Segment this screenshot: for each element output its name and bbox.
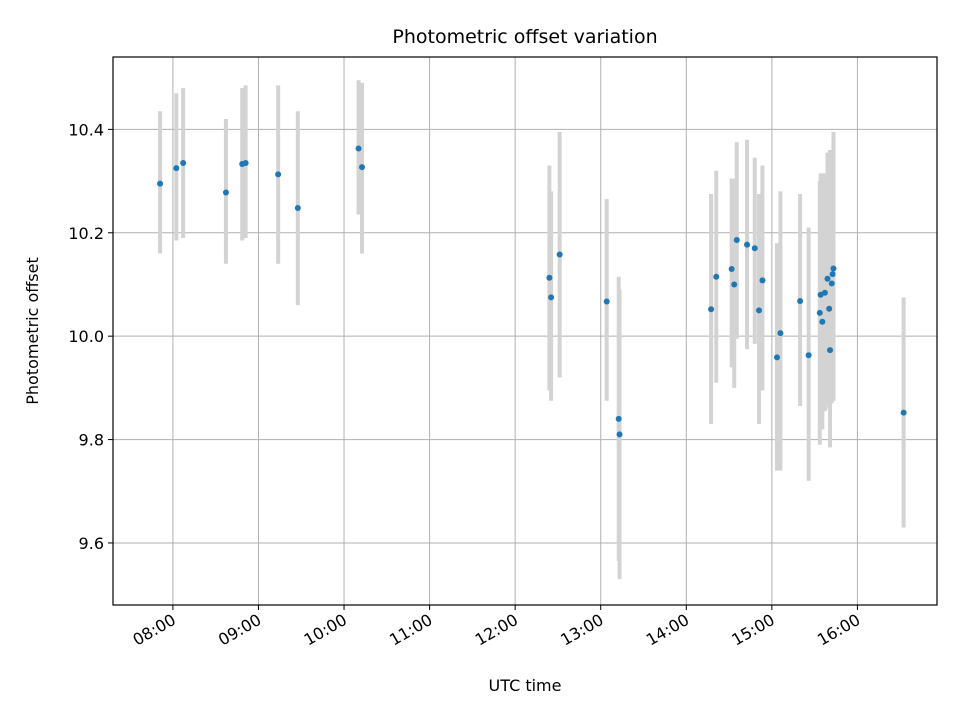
data-point bbox=[756, 307, 763, 314]
data-point bbox=[616, 431, 623, 438]
data-point bbox=[821, 289, 828, 296]
data-point bbox=[797, 298, 804, 305]
y-tick-label: 10.2 bbox=[68, 224, 104, 243]
y-tick-label: 10.4 bbox=[68, 120, 104, 139]
x-axis-label: UTC time bbox=[489, 676, 562, 695]
data-point bbox=[242, 159, 249, 166]
data-point bbox=[824, 275, 831, 282]
data-point bbox=[556, 251, 563, 258]
chart-title: Photometric offset variation bbox=[392, 26, 657, 48]
y-tick-label: 9.6 bbox=[79, 534, 104, 553]
data-point bbox=[358, 164, 365, 171]
data-point bbox=[827, 347, 834, 354]
data-point bbox=[355, 145, 362, 152]
data-point bbox=[759, 277, 766, 284]
data-point bbox=[615, 415, 622, 422]
data-point bbox=[733, 237, 740, 244]
data-point bbox=[900, 409, 907, 416]
data-point bbox=[773, 354, 780, 361]
data-point bbox=[708, 306, 715, 313]
data-point bbox=[548, 294, 555, 301]
data-point bbox=[222, 189, 229, 196]
data-point bbox=[744, 241, 751, 248]
data-point bbox=[275, 171, 282, 178]
data-point bbox=[819, 318, 826, 325]
data-point bbox=[173, 165, 180, 172]
y-tick-label: 9.8 bbox=[79, 431, 104, 450]
data-point bbox=[828, 280, 835, 287]
data-point bbox=[713, 273, 720, 280]
y-tick-label: 10.0 bbox=[68, 327, 104, 346]
y-axis-ticks: 9.6 9.8 10.0 10.2 10.4 bbox=[68, 120, 113, 553]
data-point bbox=[751, 245, 758, 252]
data-point bbox=[830, 265, 837, 272]
data-point bbox=[805, 352, 812, 359]
data-point bbox=[180, 159, 187, 166]
data-point bbox=[826, 305, 833, 312]
y-axis-label: Photometric offset bbox=[23, 257, 42, 405]
data-point bbox=[546, 274, 553, 281]
data-point bbox=[157, 180, 164, 187]
data-point bbox=[829, 271, 836, 278]
data-point bbox=[294, 204, 301, 211]
data-points bbox=[157, 145, 907, 438]
data-point bbox=[728, 265, 735, 272]
data-point bbox=[816, 309, 823, 316]
data-point bbox=[777, 330, 784, 337]
data-point bbox=[603, 298, 610, 305]
plot-frame bbox=[112, 56, 938, 606]
data-point bbox=[731, 281, 738, 288]
